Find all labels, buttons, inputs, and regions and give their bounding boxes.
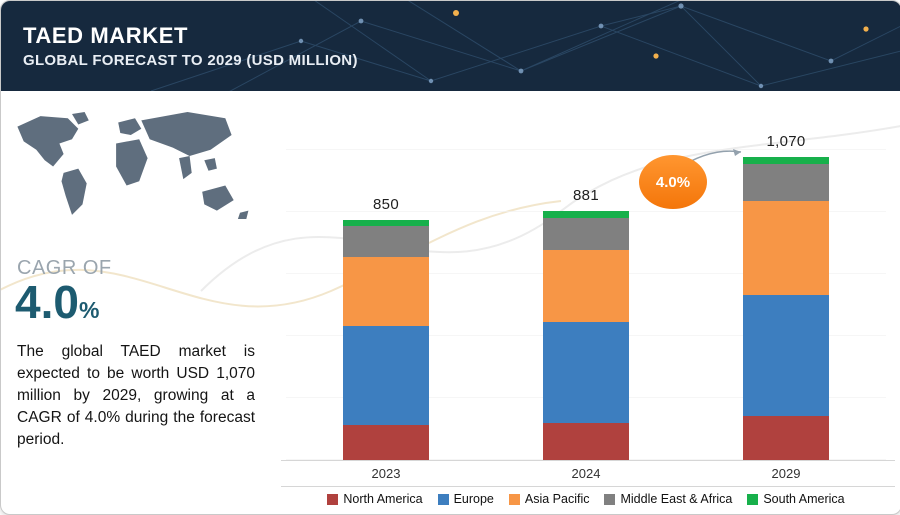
header-network-decoration	[150, 1, 900, 91]
segment-north-america	[743, 416, 829, 461]
legend-swatch-icon	[327, 493, 339, 505]
legend-item-europe: Europe	[437, 492, 494, 506]
x-axis-label: 2023	[371, 466, 401, 481]
segment-middle-east-africa	[543, 217, 629, 251]
segment-europe	[743, 294, 829, 417]
segment-middle-east-africa	[343, 226, 429, 258]
stacked-bar-chart: 850 881 1,070 2023 2024 2029 North America Eu…	[271, 91, 900, 514]
cagr-label: CAGR OF	[17, 257, 112, 279]
bar-group-2029: 1,070	[686, 91, 886, 461]
x-axis-line	[281, 460, 895, 461]
bar-group-2023: 850	[286, 91, 486, 461]
sidebar: CAGR OF 4.0% The global TAED market is e…	[1, 91, 271, 514]
legend-item-middle-east-africa: Middle East & Africa	[604, 492, 732, 506]
bar-total-label: 850	[373, 195, 399, 213]
cagr-value: 4.0%	[15, 275, 99, 329]
bar-total-label: 1,070	[766, 133, 806, 151]
segment-south-america	[743, 157, 829, 165]
legend-swatch-icon	[437, 493, 449, 505]
cagr-annotation-bubble: 4.0%	[639, 155, 707, 209]
segment-south-america	[543, 210, 629, 218]
legend-item-south-america: South America	[747, 492, 845, 506]
segment-europe	[343, 326, 429, 425]
legend-label: Asia Pacific	[524, 492, 590, 506]
stacked-bar-2024	[543, 210, 629, 461]
header: TAED MARKET GLOBAL FORECAST TO 2029 (USD…	[1, 1, 900, 91]
brand-block: TAED MARKET GLOBAL FORECAST TO 2029 (USD…	[23, 23, 358, 69]
legend-swatch-icon	[604, 493, 616, 505]
cagr-percent-sign: %	[78, 297, 100, 323]
segment-middle-east-africa	[743, 164, 829, 201]
segment-north-america	[543, 423, 629, 461]
legend-label: South America	[763, 492, 845, 506]
segment-south-america	[343, 219, 429, 227]
segment-asia-pacific	[343, 257, 429, 327]
bars-area: 850 881 1,070	[286, 91, 886, 461]
market-description: The global TAED market is expected to be…	[17, 343, 255, 448]
stacked-bar-2023	[343, 219, 429, 461]
x-axis-label: 2024	[571, 466, 601, 481]
cagr-number: 4.0	[15, 276, 79, 328]
legend-label: Middle East & Africa	[620, 492, 733, 506]
segment-europe	[543, 321, 629, 424]
legend-label: Europe	[453, 492, 494, 506]
stacked-bar-2029	[743, 157, 829, 461]
segment-north-america	[343, 424, 429, 461]
world-map-graphic	[17, 111, 249, 220]
x-axis-label: 2029	[771, 466, 801, 481]
axis-separator-line	[281, 486, 895, 487]
legend-swatch-icon	[508, 493, 520, 505]
segment-asia-pacific	[543, 250, 629, 322]
legend-item-asia-pacific: Asia Pacific	[508, 492, 590, 506]
legend-label: North America	[343, 492, 423, 506]
bar-group-2024: 881	[486, 91, 686, 461]
x-axis-labels: 2023 2024 2029	[286, 463, 886, 485]
page-title: TAED MARKET	[23, 23, 189, 48]
page-subtitle: GLOBAL FORECAST TO 2029 (USD MILLION)	[23, 52, 358, 70]
bar-total-label: 881	[573, 186, 599, 204]
legend-item-north-america: North America	[327, 492, 423, 506]
legend-swatch-icon	[747, 493, 759, 505]
segment-asia-pacific	[743, 200, 829, 295]
chart-legend: North America Europe Asia Pacific Middle Ea…	[271, 492, 900, 506]
